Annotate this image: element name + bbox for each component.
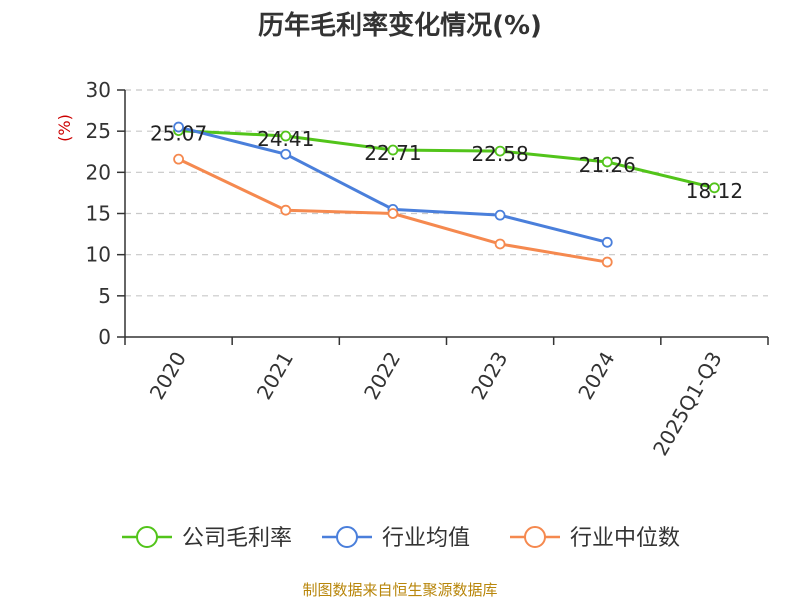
legend-swatch-marker: [336, 526, 358, 548]
legend-label: 行业中位数: [570, 526, 680, 551]
x-tick-label: 2023: [466, 348, 512, 404]
data-point: [494, 238, 506, 250]
chart-title: 历年毛利率变化情况(%): [258, 10, 542, 41]
legend-label: 公司毛利率: [182, 526, 292, 551]
data-label: 21.26: [579, 153, 636, 177]
y-tick-label: 15: [86, 202, 111, 226]
data-point: [173, 153, 184, 165]
data-point: [601, 256, 613, 268]
x-tick-label: 2022: [359, 348, 405, 404]
data-point: [494, 145, 506, 157]
x-tick-label: 2020: [145, 348, 191, 404]
data-label: 22.58: [471, 142, 528, 166]
x-tick-label: 2024: [573, 348, 619, 404]
data-point: [494, 209, 506, 221]
data-point: [387, 208, 399, 219]
y-tick-label: 25: [86, 119, 111, 143]
y-axis-label: (%): [55, 114, 74, 142]
legend: 公司毛利率 行业均值 行业中位数: [122, 526, 680, 551]
series-lines: [173, 121, 720, 268]
data-point: [280, 130, 292, 142]
y-tick-label: 30: [86, 78, 111, 102]
legend-swatch-marker: [136, 526, 158, 548]
data-label: 25.07: [150, 122, 207, 146]
data-point: [280, 148, 292, 160]
y-tick-label: 0: [98, 325, 111, 349]
x-tick-label: 2025Q1-Q3: [648, 348, 727, 460]
data-point: [601, 156, 613, 168]
data-label: 24.41: [257, 127, 314, 151]
y-tick-label: 5: [98, 284, 111, 308]
data-point: [709, 182, 720, 194]
data-point: [173, 121, 184, 133]
data-label: 18.12: [686, 179, 743, 203]
grid-lines: [125, 89, 768, 297]
data-point: [387, 144, 399, 156]
legend-label: 行业均值: [382, 526, 470, 551]
series-line-0: [178, 129, 715, 190]
x-tick-label: 2021: [252, 348, 298, 404]
data-label: 22.71: [364, 141, 421, 165]
data-point: [601, 236, 613, 248]
legend-swatch-marker: [524, 526, 546, 548]
y-tick-label: 10: [86, 243, 111, 267]
y-tick-label: 20: [86, 160, 111, 184]
data-point: [280, 204, 292, 216]
data-labels: 25.07 24.41 22.71 22.58 21.26 18.12: [150, 122, 743, 203]
source-note: 制图数据来自恒生聚源数据库: [302, 581, 497, 599]
